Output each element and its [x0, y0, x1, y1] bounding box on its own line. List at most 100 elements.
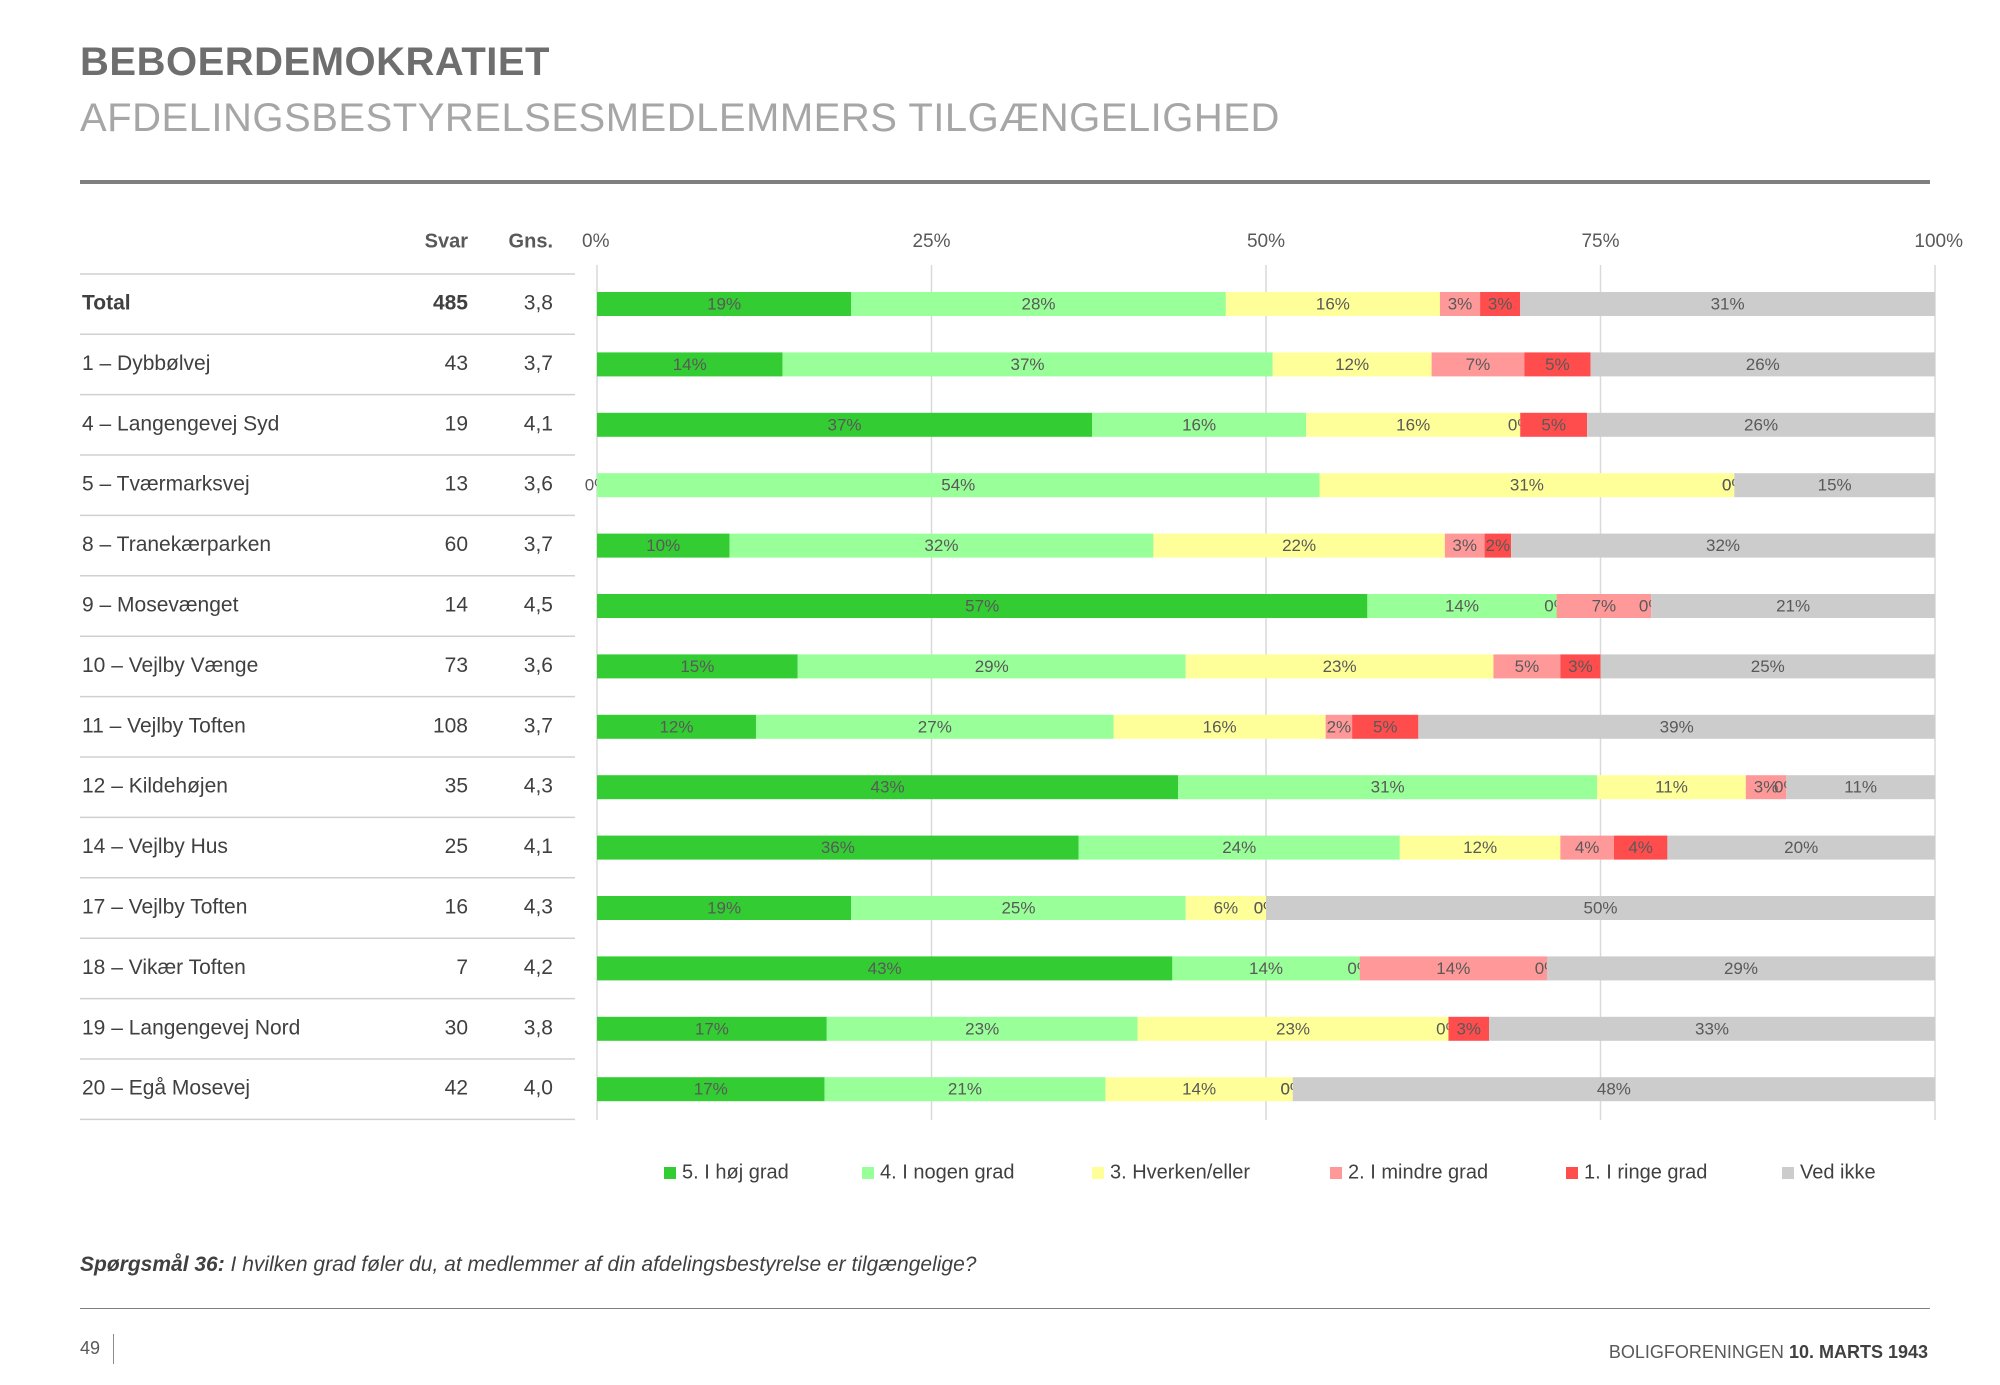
- row-gns: 3,7: [524, 714, 553, 737]
- row-gns: 3,6: [524, 473, 553, 496]
- header-divider: [80, 180, 1930, 184]
- bar-segment: [1078, 835, 1400, 860]
- row-label: 8 – Tranekærparken: [82, 533, 271, 556]
- row-label: 4 – Langengevej Syd: [82, 412, 279, 435]
- data-label: 24%: [1222, 838, 1256, 857]
- data-label: 5%: [1545, 355, 1570, 374]
- legend-label: 2. I mindre grad: [1348, 1161, 1488, 1183]
- bar-segment: [1359, 956, 1547, 981]
- data-label: 31%: [1711, 294, 1745, 313]
- footer-org-name: BOLIGFORENINGEN: [1608, 1342, 1789, 1362]
- data-label: 12%: [1463, 838, 1497, 857]
- row-gns: 3,7: [524, 533, 553, 556]
- data-label: 29%: [975, 657, 1009, 676]
- data-label: 14%: [1436, 959, 1470, 978]
- row-gns: 3,8: [524, 1016, 553, 1039]
- bar-segment: [1352, 714, 1419, 739]
- legend-swatch: [1330, 1167, 1342, 1179]
- footer-divider: [80, 1308, 1930, 1309]
- data-label: 21%: [948, 1080, 982, 1099]
- data-label: 5%: [1373, 717, 1398, 736]
- row-label: 9 – Mosevænget: [82, 594, 239, 617]
- data-label: 7%: [1592, 596, 1617, 615]
- data-label: 23%: [1323, 657, 1357, 676]
- row-svar: 35: [445, 775, 468, 798]
- bar-segment: [597, 473, 1320, 498]
- data-label: 43%: [871, 778, 905, 797]
- bar-segment: [1292, 1077, 1935, 1102]
- data-label: 4%: [1628, 838, 1653, 857]
- data-label: 17%: [694, 1080, 728, 1099]
- bar-segment: [597, 352, 783, 377]
- row-svar: 16: [445, 896, 468, 919]
- data-label: 15%: [1818, 476, 1852, 495]
- data-label: 19%: [707, 294, 741, 313]
- legend-label: Ved ikke: [1800, 1161, 1876, 1183]
- bar-segment: [1600, 654, 1935, 679]
- row-gns: 4,2: [524, 956, 553, 979]
- bar-segment: [1444, 533, 1485, 558]
- data-label: 19%: [707, 898, 741, 917]
- row-label: 20 – Egå Mosevej: [82, 1077, 250, 1100]
- bar-segment: [1113, 714, 1326, 739]
- data-label: 33%: [1695, 1019, 1729, 1038]
- x-tick-label: 50%: [1247, 231, 1285, 252]
- bar-segment: [1651, 594, 1935, 618]
- data-label: 22%: [1282, 536, 1316, 555]
- data-label: 54%: [941, 476, 975, 495]
- column-header-svar: Svar: [425, 230, 469, 252]
- data-label: 48%: [1597, 1080, 1631, 1099]
- bar-segment: [1786, 775, 1935, 800]
- bar-segment: [1448, 1016, 1489, 1041]
- data-label: 32%: [924, 536, 958, 555]
- bar-segment: [1745, 775, 1787, 800]
- data-label: 2%: [1486, 536, 1511, 555]
- bar-segment: [1306, 412, 1521, 437]
- bar-segment: [1520, 412, 1588, 437]
- data-label: 6%: [1214, 898, 1239, 917]
- data-label: 3%: [1568, 657, 1593, 676]
- data-label: 3%: [1754, 778, 1779, 797]
- bar-segment: [1105, 1077, 1293, 1102]
- bar-segment: [1560, 835, 1614, 860]
- bar-segment: [1667, 835, 1935, 860]
- legend-label: 4. I nogen grad: [880, 1161, 1015, 1183]
- data-label: 3%: [1448, 294, 1473, 313]
- data-label: 16%: [1396, 415, 1430, 434]
- row-svar: 25: [445, 835, 468, 858]
- row-svar: 19: [445, 412, 468, 435]
- bar-segment: [1178, 775, 1598, 800]
- bar-segment: [1185, 896, 1266, 920]
- data-label: 17%: [695, 1019, 729, 1038]
- bar-segment: [597, 594, 1368, 618]
- legend-swatch: [1782, 1167, 1794, 1179]
- x-tick-label: 0%: [582, 231, 610, 252]
- data-label: 43%: [868, 959, 902, 978]
- data-label: 37%: [1011, 355, 1045, 374]
- bar-segment: [1272, 352, 1432, 377]
- row-gns: 4,3: [524, 896, 553, 919]
- row-svar: 108: [433, 714, 468, 737]
- data-label: 29%: [1724, 959, 1758, 978]
- page-number: 49: [80, 1338, 101, 1358]
- data-label: 20%: [1784, 838, 1818, 857]
- bar-segment: [1418, 714, 1935, 739]
- bar-segment: [597, 835, 1079, 860]
- data-label: 14%: [1249, 959, 1283, 978]
- data-label: 32%: [1706, 536, 1740, 555]
- data-label: 39%: [1660, 717, 1694, 736]
- page-subtitle: AFDELINGSBESTYRELSESMEDLEMMERS TILGÆNGEL…: [80, 96, 1280, 140]
- bar-segment: [824, 1077, 1106, 1102]
- bar-segment: [1520, 292, 1935, 316]
- bar-segment: [1092, 412, 1307, 437]
- row-svar: 42: [445, 1077, 468, 1100]
- data-label: 23%: [965, 1019, 999, 1038]
- bar-segment: [597, 775, 1179, 800]
- bar-segment: [1546, 956, 1935, 981]
- bar-segment: [1319, 473, 1735, 498]
- bar-segment: [1185, 654, 1494, 679]
- data-label: 26%: [1744, 415, 1778, 434]
- row-label: 19 – Langengevej Nord: [82, 1016, 300, 1039]
- data-label: 28%: [1022, 294, 1056, 313]
